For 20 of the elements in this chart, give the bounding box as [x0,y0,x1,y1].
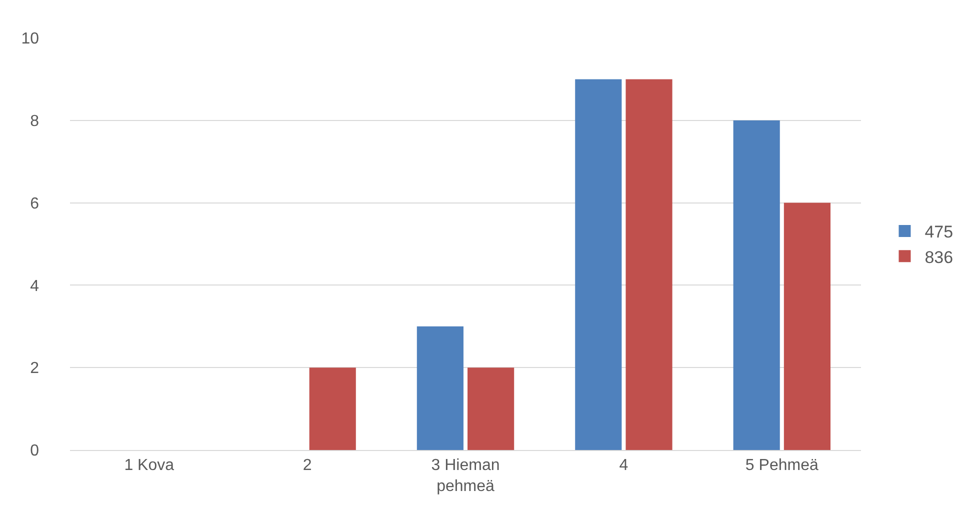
bar [784,202,830,450]
y-tick-label: 2 [30,360,40,378]
bar [309,368,356,450]
x-tick-label: 4 [619,457,628,474]
y-tick-label: 8 [30,113,40,130]
y-tick-label: 0 [30,442,40,460]
y-tick-label: 4 [30,278,40,295]
legend-label: 836 [924,248,954,267]
x-tick-label: 3 Hieman pehmeä [431,457,500,495]
x-tick-label: 1 Kova [124,457,174,474]
bar [733,120,780,450]
y-tick-label: 10 [21,30,40,48]
legend-label: 475 [924,222,954,242]
bar [416,326,464,450]
bar [626,79,672,450]
bar [468,368,514,450]
y-tick-label: 6 [30,195,40,212]
x-tick-label: 2 [302,457,312,474]
bar [575,79,622,450]
x-tick-label: 5 Pehmeä [745,457,818,474]
